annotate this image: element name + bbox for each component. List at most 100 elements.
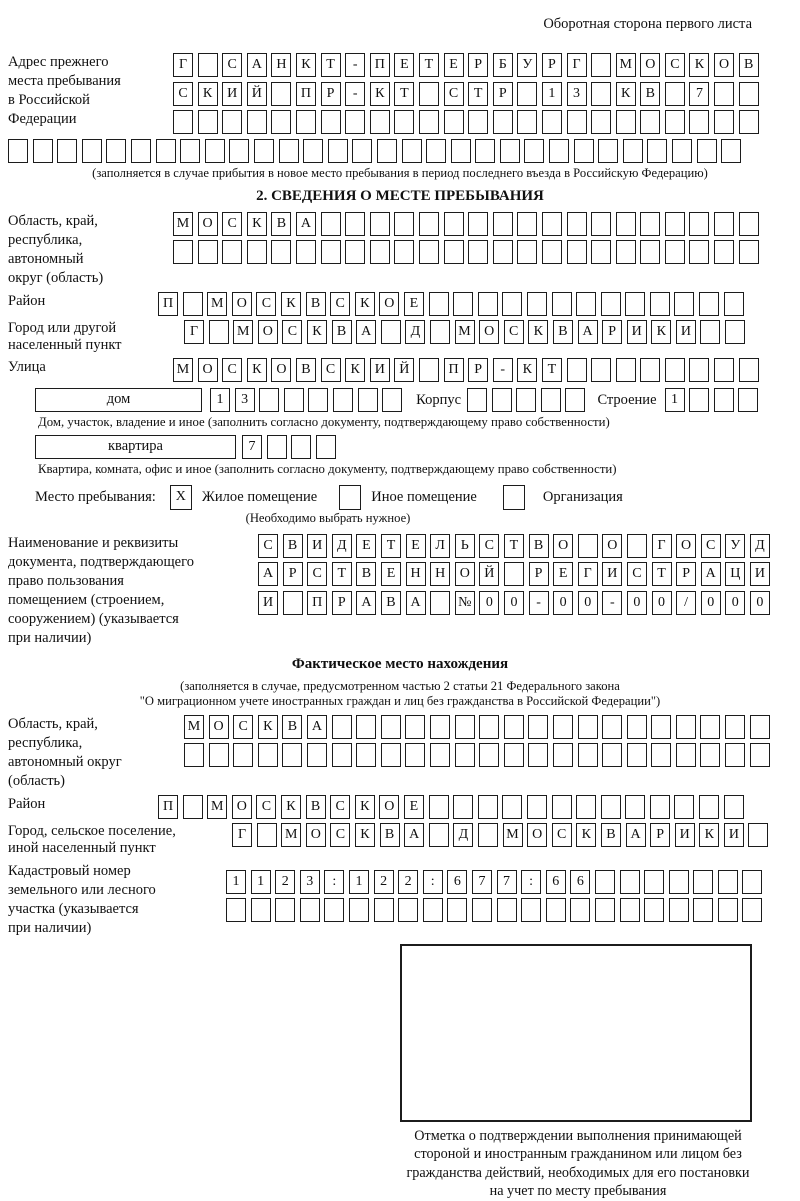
char-cell[interactable]	[271, 240, 292, 265]
char-cell[interactable]	[517, 81, 538, 106]
checkbox-cell[interactable]: X	[169, 484, 192, 510]
char-cell[interactable]: К	[246, 211, 267, 236]
char-cell[interactable]	[283, 387, 304, 412]
char-cell[interactable]: -	[602, 590, 623, 615]
char-cell[interactable]	[222, 240, 243, 265]
char-cell[interactable]: 1	[348, 869, 369, 894]
residential-checkbox[interactable]: X	[169, 484, 192, 510]
char-cell[interactable]	[615, 240, 636, 265]
char-cell[interactable]: П	[443, 357, 464, 382]
char-cell[interactable]	[619, 898, 640, 923]
char-cell[interactable]: Г	[184, 319, 204, 344]
char-cell[interactable]	[418, 110, 439, 135]
char-cell[interactable]	[182, 291, 203, 316]
char-cell[interactable]: К	[369, 81, 390, 106]
char-cell[interactable]: 0	[479, 590, 500, 615]
char-cell[interactable]	[552, 714, 573, 739]
char-cell[interactable]: Р	[320, 81, 341, 106]
char-cell[interactable]: С	[700, 533, 721, 558]
char-cell[interactable]	[429, 714, 450, 739]
char-cell[interactable]: 7	[242, 434, 262, 459]
char-cell[interactable]	[81, 138, 102, 163]
char-cell[interactable]: 7	[471, 869, 492, 894]
char-cell[interactable]: М	[281, 822, 302, 847]
char-cell[interactable]	[229, 138, 250, 163]
char-cell[interactable]	[541, 110, 562, 135]
char-cell[interactable]	[725, 714, 746, 739]
char-cell[interactable]	[526, 291, 547, 316]
char-cell[interactable]: 0	[651, 590, 672, 615]
apartment-cells[interactable]: 7	[242, 434, 336, 459]
char-cell[interactable]: Е	[394, 53, 415, 77]
char-cell[interactable]	[647, 138, 668, 163]
char-cell[interactable]	[259, 387, 280, 412]
char-cell[interactable]	[471, 898, 492, 923]
char-cell[interactable]: С	[330, 291, 351, 316]
char-cell[interactable]	[749, 743, 770, 768]
char-cell[interactable]	[700, 743, 721, 768]
char-cell[interactable]: Й	[394, 357, 415, 382]
char-cell[interactable]	[689, 240, 710, 265]
char-cell[interactable]	[615, 110, 636, 135]
char-cell[interactable]	[717, 869, 738, 894]
char-cell[interactable]: Р	[528, 562, 549, 587]
char-cell[interactable]	[566, 357, 587, 382]
char-cell[interactable]: Н	[430, 562, 451, 587]
char-cell[interactable]	[714, 357, 735, 382]
char-cell[interactable]	[468, 211, 489, 236]
char-cell[interactable]: 0	[503, 590, 524, 615]
char-cell[interactable]	[640, 211, 661, 236]
char-cell[interactable]	[517, 110, 538, 135]
char-cell[interactable]: 3	[566, 81, 587, 106]
char-cell[interactable]: А	[258, 562, 278, 587]
char-cell[interactable]	[502, 291, 523, 316]
char-cell[interactable]	[700, 319, 721, 344]
char-cell[interactable]	[382, 387, 403, 412]
char-cell[interactable]	[693, 898, 714, 923]
char-cell[interactable]: Р	[282, 562, 303, 587]
char-cell[interactable]	[429, 743, 450, 768]
char-cell[interactable]	[430, 590, 451, 615]
char-cell[interactable]	[664, 357, 685, 382]
char-cell[interactable]: К	[197, 81, 218, 106]
char-cell[interactable]	[394, 211, 415, 236]
char-cell[interactable]: В	[552, 319, 573, 344]
char-cell[interactable]: П	[158, 291, 178, 316]
char-cell[interactable]	[418, 81, 439, 106]
char-cell[interactable]: И	[258, 590, 278, 615]
char-cell[interactable]	[640, 240, 661, 265]
char-cell[interactable]: 0	[626, 590, 647, 615]
char-cell[interactable]	[714, 240, 735, 265]
char-cell[interactable]: О	[454, 562, 475, 587]
char-cell[interactable]: Е	[356, 533, 377, 558]
char-cell[interactable]: Е	[443, 53, 464, 77]
char-cell[interactable]	[428, 291, 449, 316]
char-cell[interactable]	[271, 81, 292, 106]
char-cell[interactable]	[246, 240, 267, 265]
char-cell[interactable]: 0	[749, 590, 770, 615]
char-cell[interactable]	[577, 743, 598, 768]
char-cell[interactable]	[253, 138, 274, 163]
char-cell[interactable]: Г	[566, 53, 587, 77]
char-cell[interactable]	[551, 794, 572, 819]
char-cell[interactable]	[271, 110, 292, 135]
char-cell[interactable]: Т	[651, 562, 672, 587]
char-cell[interactable]: К	[257, 714, 278, 739]
char-cell[interactable]	[591, 357, 612, 382]
char-cell[interactable]: В	[282, 533, 303, 558]
char-cell[interactable]	[327, 138, 348, 163]
char-cell[interactable]	[278, 138, 299, 163]
char-cell[interactable]: К	[354, 291, 375, 316]
char-cell[interactable]	[266, 434, 287, 459]
char-cell[interactable]	[625, 291, 646, 316]
char-cell[interactable]: В	[282, 714, 303, 739]
char-cell[interactable]	[526, 794, 547, 819]
char-cell[interactable]: О	[271, 357, 292, 382]
char-cell[interactable]: Т	[541, 357, 562, 382]
char-cell[interactable]	[738, 81, 759, 106]
char-cell[interactable]	[600, 291, 621, 316]
char-cell[interactable]	[418, 240, 439, 265]
char-cell[interactable]	[541, 240, 562, 265]
char-cell[interactable]	[714, 211, 735, 236]
